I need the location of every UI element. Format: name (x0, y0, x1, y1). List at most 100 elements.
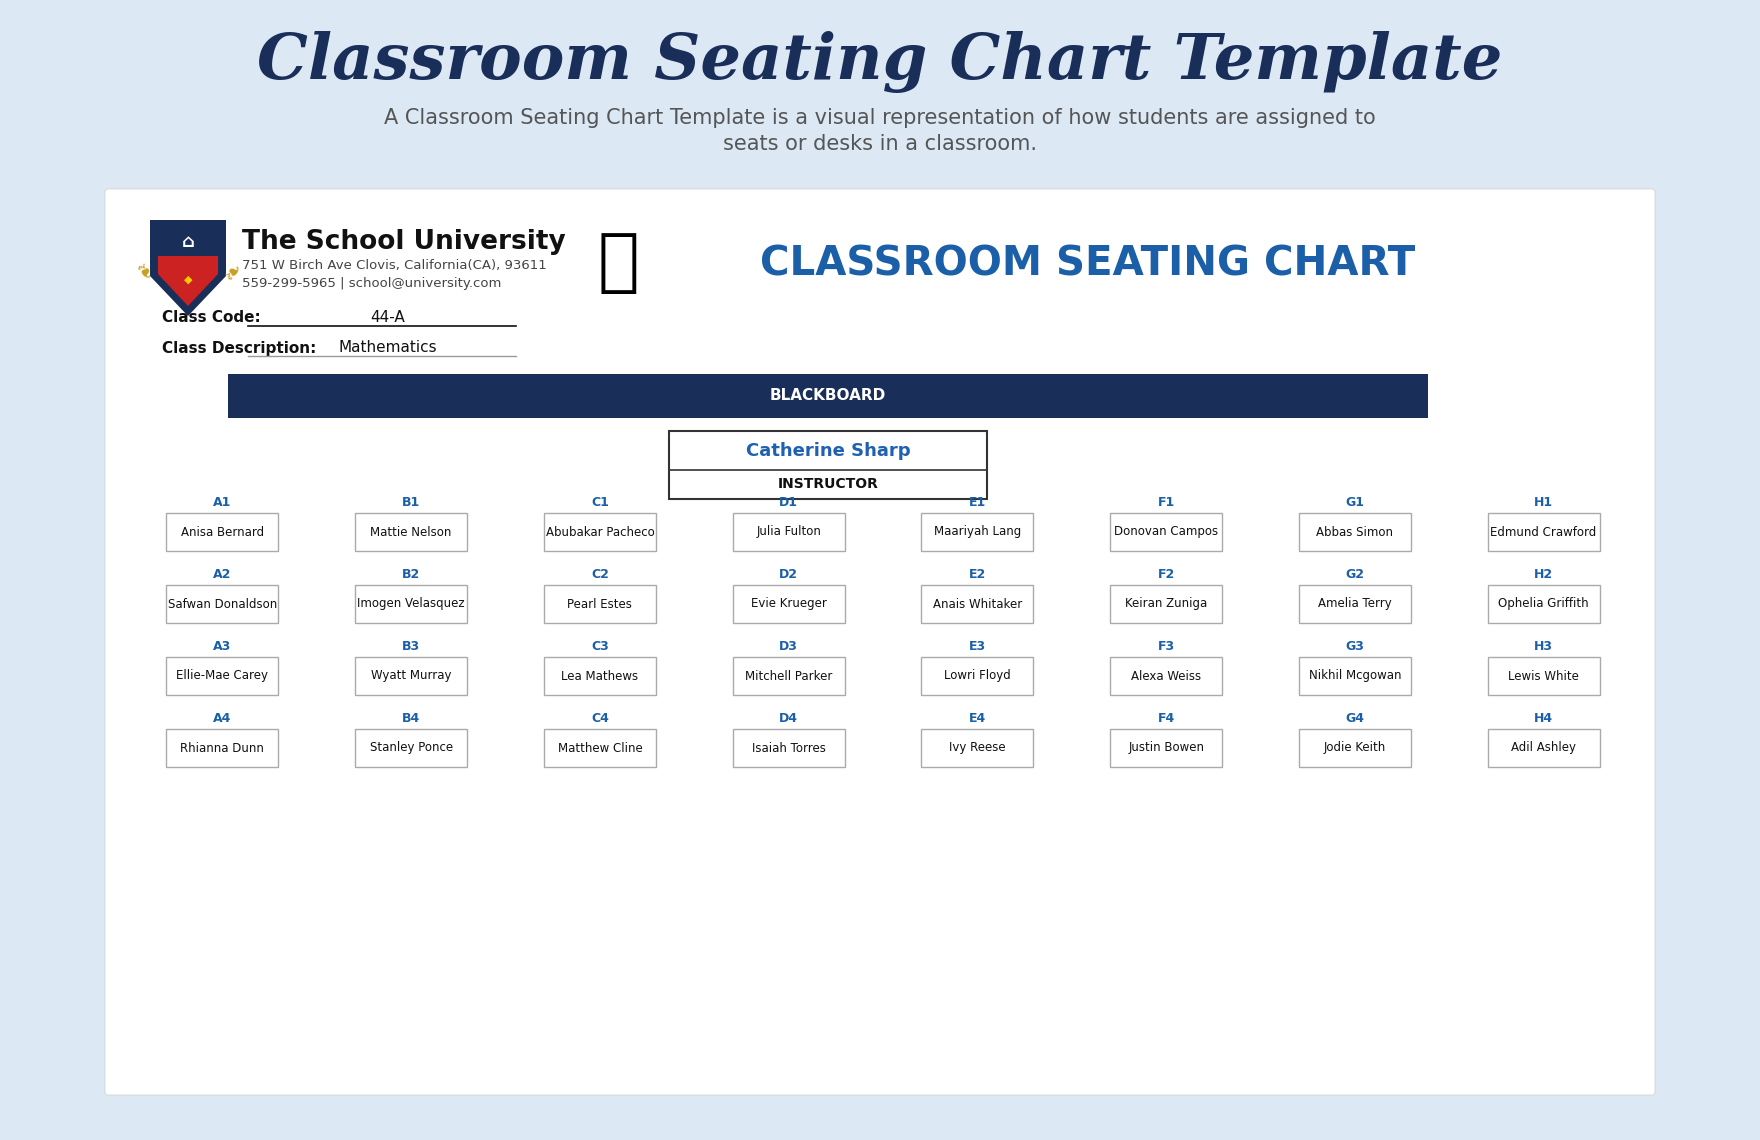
Text: Alexa Weiss: Alexa Weiss (1132, 669, 1200, 683)
Text: Imogen Velasquez: Imogen Velasquez (357, 597, 465, 611)
Text: Ellie-Mae Carey: Ellie-Mae Carey (176, 669, 268, 683)
Text: C4: C4 (591, 711, 609, 725)
Text: seats or desks in a classroom.: seats or desks in a classroom. (723, 135, 1037, 154)
FancyBboxPatch shape (1487, 513, 1600, 551)
Text: CLASSROOM SEATING CHART: CLASSROOM SEATING CHART (760, 245, 1415, 285)
Text: Abubakar Pacheco: Abubakar Pacheco (546, 526, 655, 538)
Text: C3: C3 (591, 640, 609, 652)
FancyBboxPatch shape (1487, 585, 1600, 622)
FancyBboxPatch shape (544, 513, 656, 551)
Text: Ivy Reese: Ivy Reese (949, 741, 1005, 755)
FancyBboxPatch shape (544, 585, 656, 622)
FancyBboxPatch shape (167, 657, 278, 695)
Text: Class Description:: Class Description: (162, 341, 317, 356)
FancyBboxPatch shape (1111, 657, 1221, 695)
Text: A2: A2 (213, 568, 232, 580)
FancyBboxPatch shape (356, 657, 466, 695)
FancyBboxPatch shape (922, 513, 1033, 551)
Text: H2: H2 (1535, 568, 1552, 580)
Text: ⌂: ⌂ (181, 233, 194, 251)
FancyBboxPatch shape (732, 585, 845, 622)
FancyBboxPatch shape (1299, 657, 1412, 695)
FancyBboxPatch shape (1299, 585, 1412, 622)
Text: G2: G2 (1345, 568, 1364, 580)
Text: H4: H4 (1535, 711, 1552, 725)
Text: E3: E3 (968, 640, 986, 652)
FancyBboxPatch shape (356, 728, 466, 767)
FancyBboxPatch shape (106, 189, 1654, 1096)
FancyBboxPatch shape (229, 374, 1427, 418)
FancyBboxPatch shape (922, 585, 1033, 622)
Text: Adil Ashley: Adil Ashley (1512, 741, 1577, 755)
FancyBboxPatch shape (732, 728, 845, 767)
Text: Mathematics: Mathematics (338, 341, 436, 356)
Text: Ophelia Griffith: Ophelia Griffith (1498, 597, 1589, 611)
FancyBboxPatch shape (356, 585, 466, 622)
Text: Abbas Simon: Abbas Simon (1316, 526, 1394, 538)
Text: A3: A3 (213, 640, 232, 652)
Text: Catherine Sharp: Catherine Sharp (746, 442, 910, 461)
Text: G1: G1 (1345, 496, 1364, 508)
FancyBboxPatch shape (732, 657, 845, 695)
Text: Justin Bowen: Justin Bowen (1128, 741, 1204, 755)
Text: D3: D3 (780, 640, 797, 652)
Text: F4: F4 (1158, 711, 1174, 725)
Text: INSTRUCTOR: INSTRUCTOR (778, 477, 878, 491)
Text: H1: H1 (1535, 496, 1552, 508)
FancyBboxPatch shape (544, 657, 656, 695)
Text: 751 W Birch Ave Clovis, California(CA), 93611: 751 W Birch Ave Clovis, California(CA), … (241, 259, 547, 271)
Text: 559-299-5965 | school@university.com: 559-299-5965 | school@university.com (241, 277, 502, 290)
Text: Mitchell Parker: Mitchell Parker (744, 669, 832, 683)
Text: Julia Fulton: Julia Fulton (757, 526, 822, 538)
FancyBboxPatch shape (922, 657, 1033, 695)
Polygon shape (158, 228, 218, 256)
Text: F2: F2 (1158, 568, 1174, 580)
Text: Edmund Crawford: Edmund Crawford (1491, 526, 1596, 538)
Text: Anisa Bernard: Anisa Bernard (181, 526, 264, 538)
Text: C2: C2 (591, 568, 609, 580)
Text: Stanley Ponce: Stanley Ponce (370, 741, 452, 755)
FancyBboxPatch shape (1111, 513, 1221, 551)
Text: A4: A4 (213, 711, 232, 725)
Text: 🪑: 🪑 (597, 228, 639, 295)
Text: 44-A: 44-A (371, 310, 405, 326)
FancyBboxPatch shape (922, 728, 1033, 767)
Text: Classroom Seating Chart Template: Classroom Seating Chart Template (257, 31, 1503, 93)
Text: Lea Mathews: Lea Mathews (561, 669, 639, 683)
Text: Maariyah Lang: Maariyah Lang (935, 526, 1021, 538)
Text: B1: B1 (401, 496, 421, 508)
Polygon shape (150, 220, 225, 316)
FancyBboxPatch shape (167, 513, 278, 551)
Text: D2: D2 (780, 568, 797, 580)
Text: Safwan Donaldson: Safwan Donaldson (167, 597, 276, 611)
Text: Nikhil Mcgowan: Nikhil Mcgowan (1309, 669, 1401, 683)
Text: G4: G4 (1345, 711, 1364, 725)
FancyBboxPatch shape (1299, 728, 1412, 767)
Text: G3: G3 (1345, 640, 1364, 652)
Text: Donovan Campos: Donovan Campos (1114, 526, 1218, 538)
Text: Jodie Keith: Jodie Keith (1324, 741, 1387, 755)
Text: E4: E4 (968, 711, 986, 725)
Text: BLACKBOARD: BLACKBOARD (769, 389, 885, 404)
FancyBboxPatch shape (669, 431, 987, 499)
Text: D1: D1 (780, 496, 797, 508)
Text: Matthew Cline: Matthew Cline (558, 741, 642, 755)
Text: A Classroom Seating Chart Template is a visual representation of how students ar: A Classroom Seating Chart Template is a … (384, 108, 1376, 128)
FancyBboxPatch shape (167, 585, 278, 622)
FancyBboxPatch shape (1111, 585, 1221, 622)
Text: Amelia Terry: Amelia Terry (1318, 597, 1392, 611)
Text: Evie Krueger: Evie Krueger (752, 597, 827, 611)
Text: ❧: ❧ (128, 260, 155, 286)
Text: E1: E1 (968, 496, 986, 508)
Text: ◆: ◆ (183, 275, 192, 285)
Text: Isaiah Torres: Isaiah Torres (752, 741, 825, 755)
FancyBboxPatch shape (732, 513, 845, 551)
Text: Wyatt Murray: Wyatt Murray (371, 669, 451, 683)
Text: Mattie Nelson: Mattie Nelson (370, 526, 452, 538)
Text: Anais Whitaker: Anais Whitaker (933, 597, 1023, 611)
Text: Keiran Zuniga: Keiran Zuniga (1125, 597, 1207, 611)
Text: Lewis White: Lewis White (1508, 669, 1579, 683)
Text: Pearl Estes: Pearl Estes (567, 597, 632, 611)
FancyBboxPatch shape (544, 728, 656, 767)
Text: F3: F3 (1158, 640, 1174, 652)
